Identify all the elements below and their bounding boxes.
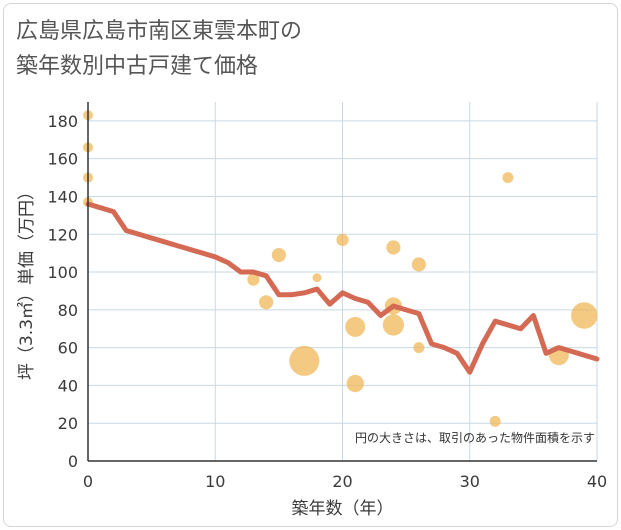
bubble-point [413, 342, 425, 354]
bubble-point [382, 314, 405, 336]
bubble-point [345, 316, 366, 337]
bubble-point [336, 233, 349, 247]
chart-title: 広島県広島市南区東雲本町の 築年数別中古戸建て価格 [16, 14, 302, 84]
y-tick-label: 100 [47, 263, 78, 282]
bubble-point [502, 172, 514, 184]
y-tick-label: 180 [47, 112, 78, 131]
y-axis-label: 坪（3.3㎡）単価（万円） [17, 183, 37, 380]
average-price-line [85, 201, 600, 375]
bubble-point [259, 295, 274, 310]
bubble-point [411, 257, 426, 272]
axes [87, 102, 597, 462]
bubble-point [247, 273, 260, 286]
bubble-point [346, 374, 364, 393]
grid-lines [88, 102, 598, 461]
x-tick-label: 30 [460, 472, 480, 491]
y-tick-label: 60 [58, 339, 78, 358]
chart-card [3, 3, 618, 527]
y-tick-label: 40 [58, 376, 78, 395]
y-tick-label: 140 [47, 187, 78, 206]
x-tick-label: 20 [332, 472, 352, 491]
x-tick-label: 40 [587, 472, 607, 491]
chart-note: 円の大きさは、取引のあった物件面積を示す [355, 430, 595, 445]
bubble-point [386, 240, 401, 255]
bubble-point [489, 415, 501, 427]
bubble-point [571, 302, 598, 329]
bubble-layer [83, 110, 598, 427]
y-tick-label: 120 [47, 225, 78, 244]
chart-title-line2: 築年数別中古戸建て価格 [16, 54, 259, 79]
tick-labels: 0 10 20 30 40 0 20 40 60 80 100 120 140 160 180 [47, 112, 607, 491]
bubble-point [271, 247, 286, 263]
y-tick-label: 0 [68, 452, 78, 471]
y-tick-label: 160 [47, 150, 78, 169]
x-tick-label: 0 [83, 472, 93, 491]
y-tick-label: 20 [58, 414, 78, 433]
chart-title-line1: 広島県広島市南区東雲本町の [16, 19, 303, 44]
bubble-point [289, 345, 320, 376]
y-tick-label: 80 [58, 301, 78, 320]
x-axis-label: 築年数（年） [292, 499, 394, 519]
x-tick-label: 10 [205, 472, 225, 491]
bubble-point [312, 273, 322, 283]
line-layer [85, 201, 600, 375]
